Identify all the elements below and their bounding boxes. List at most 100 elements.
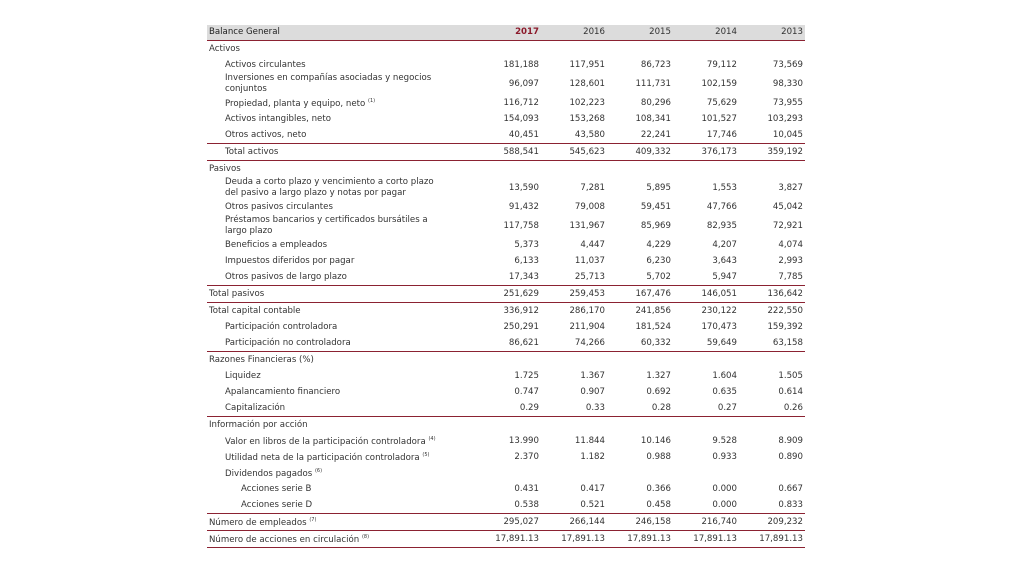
cell-value: 8.909 bbox=[778, 435, 803, 446]
empty-cell bbox=[607, 417, 673, 434]
label-text: Otros pasivos de largo plazo bbox=[225, 271, 347, 282]
cell-value: 1.725 bbox=[514, 370, 539, 381]
cell-value: 181,188 bbox=[503, 59, 539, 70]
empty-cell bbox=[739, 161, 805, 178]
row-label: Participación controladora bbox=[207, 319, 475, 335]
table-row: Utilidad neta de la participación contro… bbox=[207, 449, 805, 465]
cell-value: 146,051 bbox=[673, 285, 739, 303]
empty-cell bbox=[739, 417, 805, 434]
empty-cell bbox=[673, 417, 739, 434]
row-label: Liquidez bbox=[207, 368, 475, 384]
row-label: Otros pasivos de largo plazo bbox=[207, 269, 475, 286]
row-label: Préstamos bancarios y certificados bursá… bbox=[207, 215, 475, 237]
label-text: Información por acción bbox=[209, 419, 308, 430]
cell-value: 0.431 bbox=[514, 483, 539, 494]
cell-value: 5,895 bbox=[646, 182, 671, 193]
cell-value: 0.833 bbox=[739, 497, 805, 514]
row-label: Otros activos, neto bbox=[207, 127, 475, 144]
cell-value: 117,951 bbox=[569, 59, 605, 70]
table-row: Acciones serie D 0.538 0.521 0.458 0.000 0.83… bbox=[207, 497, 805, 514]
empty-cell bbox=[541, 417, 607, 434]
label-text: Acciones serie B bbox=[241, 483, 312, 494]
empty-cell bbox=[739, 465, 805, 481]
row-label: Total capital contable bbox=[207, 303, 475, 320]
cell-value: 167,476 bbox=[607, 285, 673, 303]
label-text: Total activos bbox=[225, 146, 279, 157]
label-text: Activos bbox=[209, 43, 241, 54]
empty-cell bbox=[541, 41, 607, 58]
cell-value: 43,580 bbox=[541, 127, 607, 144]
label-text: Deuda a corto plazo y vencimiento a cort… bbox=[225, 177, 434, 198]
header-title: Balance General bbox=[207, 25, 475, 41]
cell-value: 75,629 bbox=[706, 97, 737, 108]
label-text: Impuestos diferidos por pagar bbox=[225, 255, 355, 266]
cell-value: 4,447 bbox=[580, 239, 605, 250]
cell-value: 111,731 bbox=[635, 78, 671, 89]
empty-cell bbox=[607, 161, 673, 178]
table-row: Apalancamiento financiero 0.747 0.907 0.692… bbox=[207, 384, 805, 400]
cell-value: 588,541 bbox=[475, 143, 541, 161]
cell-value: 47,766 bbox=[706, 201, 737, 212]
empty-cell bbox=[541, 465, 607, 481]
year-header: 2017 bbox=[475, 25, 541, 41]
cell-value: 5,702 bbox=[607, 269, 673, 286]
empty-cell bbox=[673, 465, 739, 481]
empty-cell bbox=[475, 161, 541, 178]
cell-value: 103,293 bbox=[767, 113, 803, 124]
label-text: Total capital contable bbox=[209, 305, 301, 316]
cell-value: 5,947 bbox=[673, 269, 739, 286]
cell-value: 211,904 bbox=[569, 321, 605, 332]
cell-value: 45,042 bbox=[772, 201, 803, 212]
cell-value: 250,291 bbox=[503, 321, 539, 332]
empty-cell bbox=[607, 352, 673, 369]
cell-value: 0.000 bbox=[712, 483, 737, 494]
cell-value: 73,569 bbox=[772, 59, 803, 70]
cell-value: 108,341 bbox=[635, 113, 671, 124]
row-label: Valor en libros de la participación cont… bbox=[207, 433, 475, 449]
cell-value: 0.667 bbox=[778, 483, 803, 494]
cell-value: 0.692 bbox=[646, 386, 671, 397]
empty-cell bbox=[475, 352, 541, 369]
cell-value: 80,296 bbox=[640, 97, 671, 108]
cell-value: 0.747 bbox=[514, 386, 539, 397]
footnote-mark: (7) bbox=[309, 517, 317, 523]
label-text: Capitalización bbox=[225, 402, 286, 413]
cell-value: 0.27 bbox=[673, 400, 739, 417]
footnote-mark: (5) bbox=[422, 452, 430, 458]
label-text: Participación no controladora bbox=[225, 337, 351, 348]
cell-value: 0.417 bbox=[580, 483, 605, 494]
table-row: Liquidez 1.725 1.367 1.327 1.604 1.505 bbox=[207, 368, 805, 384]
row-label: Deuda a corto plazo y vencimiento a cort… bbox=[207, 177, 475, 199]
table-row: Inversiones en compañías asociadas y neg… bbox=[207, 73, 805, 95]
cell-value: 3,643 bbox=[712, 255, 737, 266]
row-label: Acciones serie D bbox=[207, 497, 475, 514]
empty-cell bbox=[475, 465, 541, 481]
cell-value: 79,008 bbox=[574, 201, 605, 212]
cell-value: 0.458 bbox=[607, 497, 673, 514]
cell-value: 359,192 bbox=[739, 143, 805, 161]
row-label: Activos circulantes bbox=[207, 57, 475, 73]
empty-cell bbox=[607, 41, 673, 58]
label-text: Total pasivos bbox=[209, 288, 265, 299]
cell-value: 153,268 bbox=[569, 113, 605, 124]
cell-value: 82,935 bbox=[706, 220, 737, 231]
cell-value: 0.933 bbox=[712, 451, 737, 462]
label-text: Activos intangibles, neto bbox=[225, 113, 331, 124]
cell-value: 409,332 bbox=[607, 143, 673, 161]
empty-cell bbox=[475, 417, 541, 434]
cell-value: 74,266 bbox=[541, 335, 607, 352]
cell-value: 1.367 bbox=[580, 370, 605, 381]
cell-value: 25,713 bbox=[541, 269, 607, 286]
row-label: Capitalización bbox=[207, 400, 475, 417]
table-row: Información por acción bbox=[207, 417, 805, 434]
table-row: Pasivos bbox=[207, 161, 805, 178]
cell-value: 230,122 bbox=[701, 305, 737, 316]
row-label: Número de acciones en circulación (8) bbox=[207, 530, 475, 548]
table-header: Balance General 2017 2016 2015 2014 2013 bbox=[207, 25, 805, 41]
year-header: 2013 bbox=[739, 25, 805, 41]
table-body: Activos Activos circulantes 181,188 117,951… bbox=[207, 41, 805, 548]
cell-value: 40,451 bbox=[475, 127, 541, 144]
cell-value: 17,891.13 bbox=[475, 530, 541, 548]
label-text: Número de acciones en circulación bbox=[209, 535, 360, 545]
cell-value: 136,642 bbox=[739, 285, 805, 303]
